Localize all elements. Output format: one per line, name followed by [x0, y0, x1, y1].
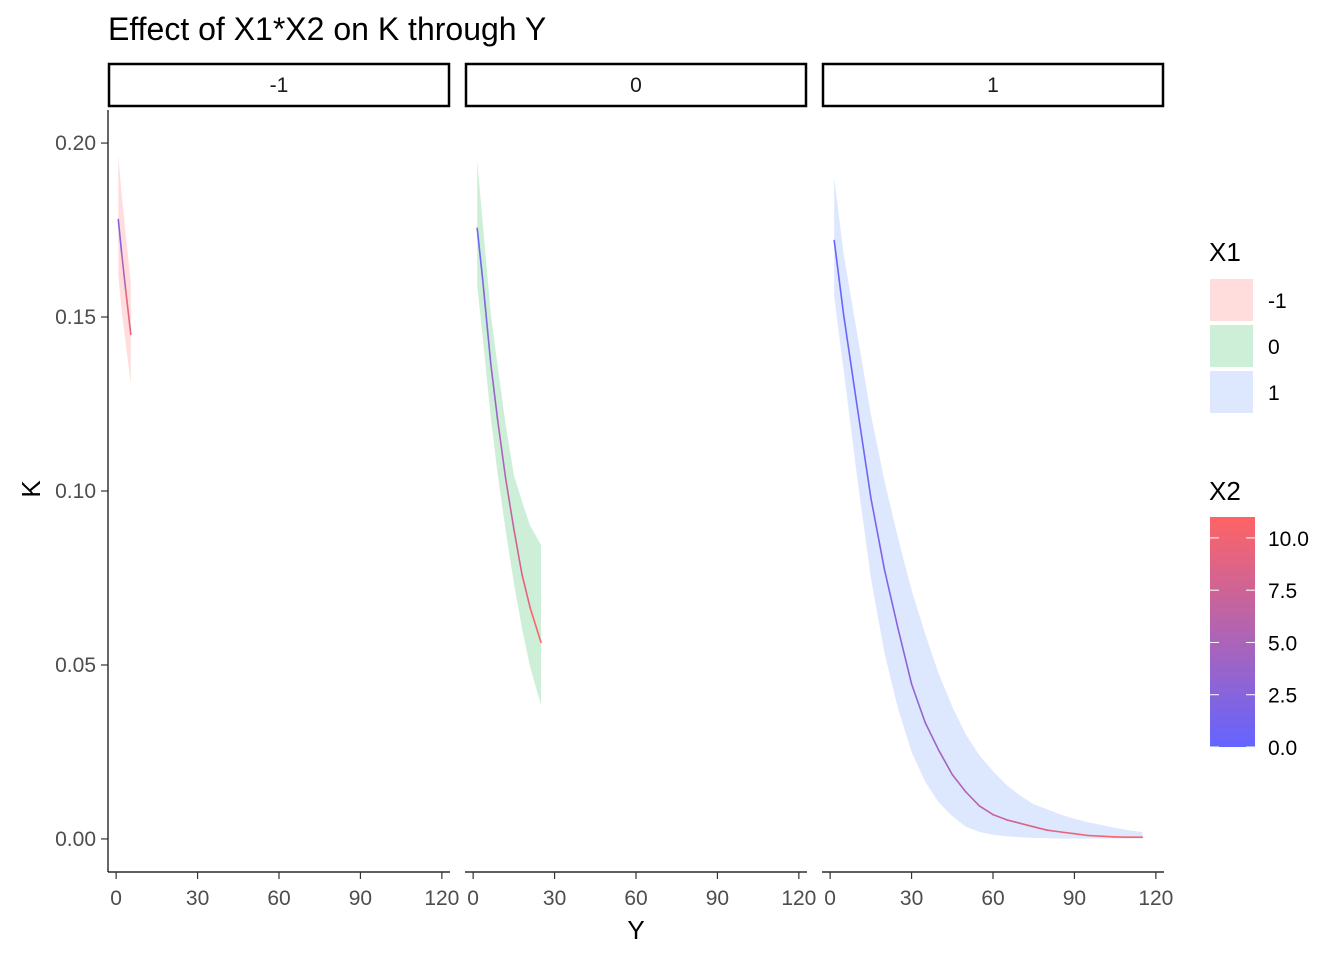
legend-x2-label: 5.0 [1268, 632, 1297, 655]
facet-strip [464, 62, 808, 108]
y-tick-label: 0.20 [55, 132, 96, 155]
y-tick-label: 0.15 [55, 306, 96, 329]
legend-x2-colorbar [1210, 517, 1255, 747]
fit-line-segment [1060, 831, 1076, 835]
fit-line-segment [897, 627, 913, 685]
x-tick-label: 60 [981, 887, 1004, 910]
fit-line-segment [951, 773, 967, 793]
x-tick-label: 0 [467, 887, 479, 910]
x-tick-label: 120 [424, 887, 459, 910]
legend-x2-label: 10.0 [1268, 528, 1309, 551]
legend: X1 -1 0 1 X2 0.0 2.5 5.0 7.5 10.0 [1209, 237, 1309, 760]
facet-panel: -1 0 30 60 90 120 0.00 0.05 0.10 0.15 0.20 [55, 62, 459, 910]
y-tick-label: 0.10 [55, 480, 96, 503]
facet-strip-label: 1 [987, 74, 999, 97]
x-tick-label: 30 [186, 887, 209, 910]
x-tick-label: 120 [781, 887, 816, 910]
chart-title: Effect of X1*X2 on K through Y [108, 11, 546, 47]
fit-line-segment [117, 218, 123, 254]
fit-line-segment [1100, 835, 1116, 838]
fit-line-segment [937, 749, 954, 776]
fit-line-segment [513, 528, 523, 576]
fit-line-segment [978, 805, 994, 816]
fit-line-segment [870, 497, 886, 571]
fit-line-segment [1073, 832, 1089, 837]
legend-x1-key [1210, 279, 1253, 321]
x-tick-label: 60 [624, 887, 647, 910]
legend-x1-key [1210, 371, 1253, 413]
fit-line-segment [842, 314, 859, 409]
facet-panel: 0 0 30 60 90 120 [464, 62, 816, 910]
ci-ribbon [834, 177, 1143, 839]
facet-strip-label: 0 [630, 74, 642, 97]
facet-strip-label: -1 [270, 74, 289, 97]
x-tick-label: 90 [1063, 887, 1086, 910]
legend-x1-label: 0 [1268, 336, 1280, 359]
x-tick-label: 0 [824, 887, 836, 910]
fit-line-segment [1032, 825, 1049, 832]
x-tick-label: 0 [110, 887, 122, 910]
x-axis-title: Y [627, 915, 644, 945]
fit-line-segment [1019, 822, 1035, 828]
fit-line-segment [120, 251, 127, 291]
fit-line-segment [529, 606, 542, 644]
facet-panel: 1 0 30 60 90 120 [821, 62, 1173, 910]
fit-line-segment [833, 239, 845, 317]
fit-line-segment [1087, 834, 1103, 838]
x-tick-label: 120 [1138, 887, 1173, 910]
fit-line-segment [496, 418, 507, 480]
fit-line-segment [1046, 829, 1062, 833]
x-tick-label: 60 [267, 887, 290, 910]
facet-strip [821, 62, 1165, 108]
legend-x2-label: 2.5 [1268, 685, 1297, 708]
fit-line-segment [965, 791, 981, 807]
x-tick-label: 30 [543, 887, 566, 910]
legend-x1-label: 1 [1268, 382, 1280, 405]
ci-ribbon [118, 155, 131, 384]
fit-line-segment [476, 227, 484, 280]
fit-line-segment [489, 363, 499, 421]
legend-x2-label: 7.5 [1268, 580, 1297, 603]
fit-line-segment [856, 406, 872, 499]
x-tick-label: 30 [900, 887, 923, 910]
legend-x1-label: -1 [1268, 290, 1287, 313]
y-axis-title: K [16, 480, 46, 498]
fit-line-segment [924, 721, 940, 752]
fit-line-segment [124, 288, 132, 336]
legend-x2-title: X2 [1209, 476, 1241, 506]
legend-x2-ticks: 0.0 2.5 5.0 7.5 10.0 [1210, 528, 1309, 760]
y-tick-label: 0.05 [55, 654, 96, 677]
fit-line-segment [504, 477, 515, 531]
fit-line-segment [910, 683, 926, 724]
fit-line-segment [883, 568, 899, 630]
fit-line-segment [1005, 818, 1021, 825]
fit-line-segment [992, 813, 1008, 821]
x-tick-label: 90 [349, 887, 372, 910]
facet-panels: -1 0 30 60 90 120 0.00 0.05 0.10 0.15 0.20 0 0 30 60 90… [55, 62, 1173, 910]
x-tick-label: 90 [706, 887, 729, 910]
y-tick-label: 0.00 [55, 828, 96, 851]
legend-x1-title: X1 [1209, 237, 1241, 267]
fit-line-segment [521, 573, 531, 609]
legend-x1-items: -1 0 1 [1210, 279, 1287, 413]
legend-x2-label: 0.0 [1268, 737, 1297, 760]
ci-ribbon [477, 160, 541, 705]
fit-line-segment [481, 277, 492, 365]
legend-x1-key [1210, 325, 1253, 367]
facet-strip [107, 62, 451, 108]
